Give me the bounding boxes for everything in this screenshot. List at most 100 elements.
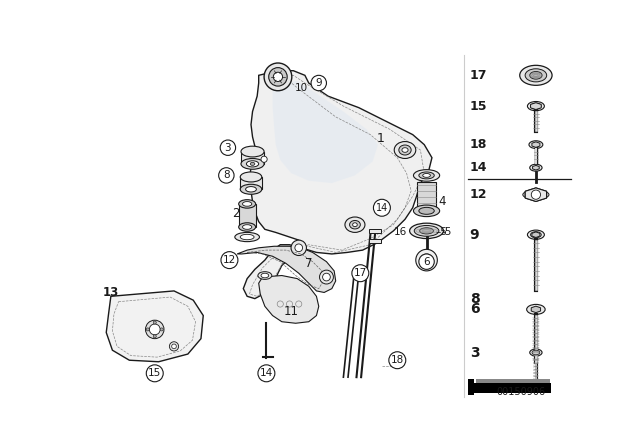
Circle shape	[258, 365, 275, 382]
Bar	[417, 181, 436, 211]
Ellipse shape	[420, 228, 433, 234]
Polygon shape	[525, 188, 547, 202]
Text: 9: 9	[470, 228, 479, 242]
Ellipse shape	[520, 65, 552, 85]
Polygon shape	[532, 232, 540, 237]
Text: 14: 14	[260, 368, 273, 378]
Ellipse shape	[394, 142, 416, 159]
Text: 6: 6	[470, 302, 479, 316]
Circle shape	[160, 328, 163, 331]
Ellipse shape	[239, 200, 255, 208]
Text: 4: 4	[438, 195, 445, 208]
Bar	[239, 204, 255, 227]
Text: 1: 1	[376, 132, 384, 145]
Text: -5: -5	[442, 228, 452, 237]
Circle shape	[373, 199, 390, 216]
Ellipse shape	[529, 141, 543, 148]
Ellipse shape	[239, 223, 255, 231]
Ellipse shape	[527, 304, 545, 314]
Ellipse shape	[402, 148, 408, 152]
Circle shape	[153, 321, 156, 324]
Polygon shape	[106, 291, 204, 362]
Circle shape	[153, 335, 156, 338]
Circle shape	[424, 258, 429, 263]
Circle shape	[220, 140, 236, 155]
Polygon shape	[531, 103, 541, 109]
Circle shape	[219, 168, 234, 183]
Circle shape	[531, 190, 541, 199]
Ellipse shape	[530, 72, 542, 79]
Text: 17: 17	[354, 268, 367, 278]
Circle shape	[147, 328, 149, 331]
Text: 13: 13	[103, 286, 120, 299]
Circle shape	[264, 63, 292, 91]
Bar	[240, 177, 262, 189]
Polygon shape	[531, 306, 541, 313]
Text: 16: 16	[394, 228, 406, 237]
Ellipse shape	[413, 205, 440, 217]
Text: 8: 8	[223, 170, 230, 181]
Circle shape	[295, 244, 303, 252]
Ellipse shape	[261, 273, 269, 278]
Circle shape	[352, 265, 369, 282]
Ellipse shape	[241, 146, 264, 157]
Text: 15: 15	[470, 99, 487, 112]
Ellipse shape	[413, 170, 440, 181]
Circle shape	[291, 240, 307, 255]
Text: 14: 14	[470, 161, 487, 174]
Ellipse shape	[422, 173, 431, 177]
Ellipse shape	[240, 172, 262, 182]
Text: 8: 8	[470, 292, 479, 306]
Circle shape	[261, 156, 267, 162]
Ellipse shape	[531, 232, 541, 238]
Ellipse shape	[258, 271, 272, 280]
Bar	[369, 228, 381, 233]
Polygon shape	[237, 246, 336, 293]
Bar	[476, 379, 550, 383]
Ellipse shape	[235, 233, 259, 241]
Text: 3: 3	[225, 143, 231, 153]
Text: 11: 11	[284, 305, 298, 318]
Ellipse shape	[353, 223, 357, 227]
Ellipse shape	[527, 102, 545, 111]
Ellipse shape	[410, 223, 444, 238]
Ellipse shape	[246, 186, 257, 192]
Text: 9: 9	[316, 78, 322, 88]
Circle shape	[147, 365, 163, 382]
Bar	[474, 383, 551, 392]
Circle shape	[416, 250, 437, 271]
Text: –5: –5	[436, 228, 447, 237]
Circle shape	[269, 68, 287, 86]
Bar	[353, 269, 362, 272]
Bar	[468, 379, 474, 395]
Text: 18: 18	[470, 138, 487, 151]
Circle shape	[145, 320, 164, 339]
Text: 10: 10	[294, 83, 308, 94]
Ellipse shape	[527, 230, 545, 239]
Ellipse shape	[349, 220, 360, 229]
Polygon shape	[525, 188, 547, 202]
Circle shape	[420, 254, 433, 266]
Ellipse shape	[246, 161, 259, 167]
Ellipse shape	[523, 190, 549, 199]
Circle shape	[273, 72, 283, 82]
Circle shape	[319, 270, 333, 284]
Ellipse shape	[530, 349, 542, 356]
Text: 3: 3	[470, 345, 479, 359]
Circle shape	[419, 254, 435, 269]
Text: 00150906: 00150906	[496, 387, 545, 397]
Ellipse shape	[241, 159, 264, 169]
Ellipse shape	[250, 162, 255, 165]
Text: 14: 14	[376, 203, 388, 213]
Polygon shape	[532, 142, 540, 147]
Ellipse shape	[419, 207, 435, 214]
Text: 18: 18	[390, 355, 404, 365]
Bar	[241, 151, 264, 164]
Ellipse shape	[531, 103, 541, 109]
Ellipse shape	[525, 69, 547, 82]
Text: 2: 2	[232, 207, 239, 220]
Circle shape	[323, 273, 330, 281]
Text: 12: 12	[470, 188, 487, 201]
Ellipse shape	[530, 164, 542, 171]
Text: 15: 15	[148, 368, 161, 378]
